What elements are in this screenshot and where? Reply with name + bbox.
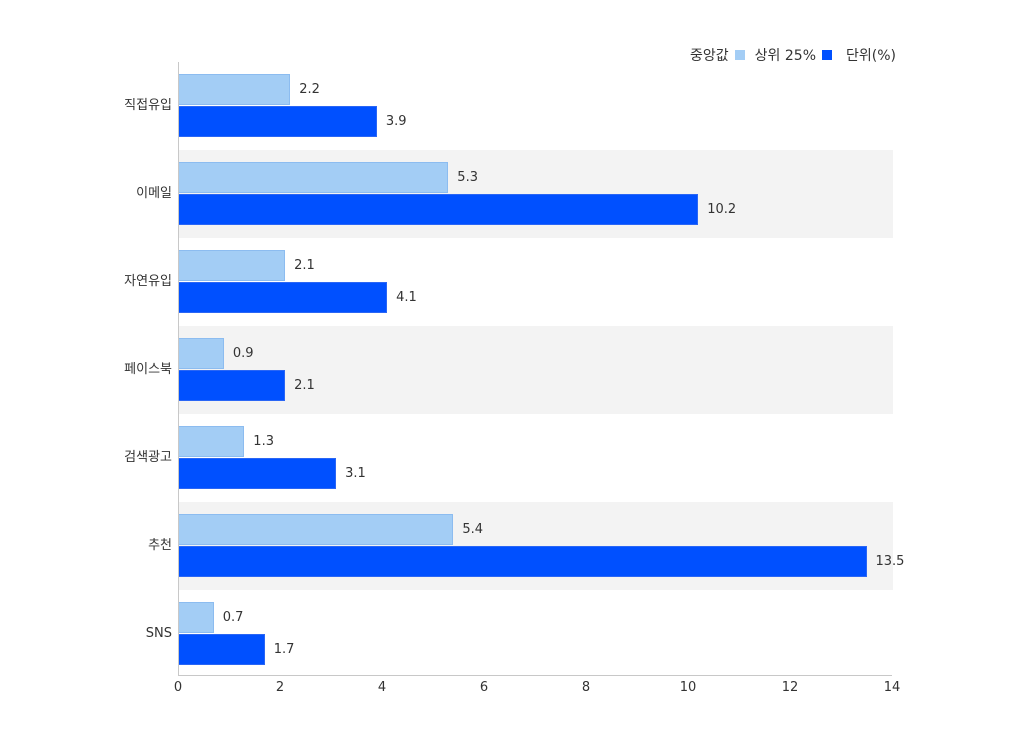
data-label: 13.5 (875, 554, 905, 569)
bar-top25[interactable] (178, 634, 265, 665)
legend-label-median: 중앙값 (690, 48, 729, 64)
bar-median[interactable] (178, 162, 449, 193)
bar-top25[interactable] (178, 106, 377, 137)
x-axis-line (178, 675, 892, 676)
bar-median[interactable] (178, 514, 454, 545)
category-label: 추천 (148, 538, 172, 553)
legend-label-top25: 상위 25% (754, 48, 816, 64)
category-label: 페이스북 (124, 362, 172, 377)
data-label: 0.9 (232, 346, 254, 361)
category-label: 직접유입 (124, 98, 172, 113)
bar-top25[interactable] (178, 194, 699, 225)
data-label: 2.1 (294, 378, 315, 393)
category-band (178, 326, 893, 414)
bar-median[interactable] (178, 338, 224, 369)
x-tick-label: 4 (377, 680, 387, 695)
x-tick-label: 8 (581, 680, 591, 695)
data-label: 5.4 (462, 522, 484, 537)
data-label: 1.3 (253, 434, 274, 449)
category-label: 자연유입 (124, 274, 172, 289)
category-label: 검색광고 (124, 450, 172, 465)
data-label: 0.7 (222, 610, 244, 625)
category-label: 이메일 (136, 186, 172, 201)
bar-top25[interactable] (178, 546, 867, 577)
x-tick-label: 14 (883, 680, 901, 695)
x-tick-label: 10 (679, 680, 697, 695)
category-band (178, 590, 893, 678)
data-label: 3.1 (345, 466, 366, 481)
bar-median[interactable] (178, 602, 214, 633)
data-label: 2.1 (294, 258, 315, 273)
bar-median[interactable] (178, 74, 291, 105)
data-label: 4.1 (396, 290, 417, 305)
x-tick-label: 2 (275, 680, 285, 695)
y-axis-line (178, 62, 179, 676)
data-label: 10.2 (707, 202, 737, 217)
legend-swatch-median (734, 50, 745, 60)
legend: 중앙값 상위 25% 단위(%) (690, 45, 896, 65)
bar-top25[interactable] (178, 282, 388, 313)
category-label: SNS (145, 626, 172, 641)
x-tick-label: 0 (173, 680, 183, 695)
plot-area: 2.2 3.9 5.3 10.2 2.1 4.1 0.9 2.1 1.3 3.1 5.4 13.5 0.… (178, 62, 904, 678)
x-tick-label: 12 (781, 680, 799, 695)
data-label: 3.9 (385, 114, 407, 129)
legend-unit: 단위(%) (846, 48, 896, 64)
bar-median[interactable] (178, 426, 245, 457)
legend-swatch-top25 (822, 50, 832, 60)
data-label: 1.7 (273, 642, 295, 657)
bar-top25[interactable] (178, 370, 286, 401)
bar-median[interactable] (178, 250, 286, 281)
data-label: 5.3 (457, 170, 478, 185)
bar-top25[interactable] (178, 458, 337, 489)
data-label: 2.2 (299, 82, 320, 97)
x-tick-label: 6 (479, 680, 489, 695)
